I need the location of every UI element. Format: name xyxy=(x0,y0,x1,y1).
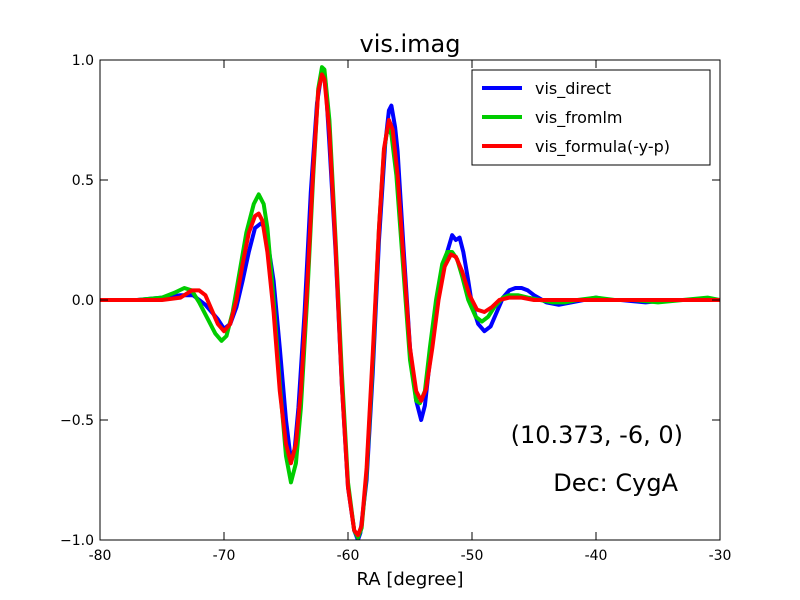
x-tick-label: -70 xyxy=(213,548,236,564)
series-line-2 xyxy=(100,72,720,538)
y-tick-label: −0.5 xyxy=(60,413,94,429)
y-tick-label: −1.0 xyxy=(60,533,94,549)
legend-label-2: vis_formula(-y-p) xyxy=(535,137,670,157)
legend-label-1: vis_fromlm xyxy=(535,108,623,128)
annotation-coordinates: (10.373, -6, 0) xyxy=(511,421,683,449)
x-tick-label: -30 xyxy=(709,548,732,564)
x-tick-label: -40 xyxy=(585,548,608,564)
y-tick-label: 0.5 xyxy=(72,173,94,189)
x-tick-label: -50 xyxy=(461,548,484,564)
annotation-dec: Dec: CygA xyxy=(553,469,678,497)
x-axis-label: RA [degree] xyxy=(357,569,464,590)
tick-layer: -80 -70 -60 -50 -40 -30 −1.0 −0.5 0.0 0.5 1.0 xyxy=(60,53,731,564)
chart-title: vis.imag xyxy=(360,30,461,58)
x-tick-label: -80 xyxy=(89,548,112,564)
annotations: (10.373, -6, 0) Dec: CygA xyxy=(511,421,683,497)
y-tick-label: 0.0 xyxy=(72,293,94,309)
legend-label-0: vis_direct xyxy=(535,79,611,99)
x-tick-label: -60 xyxy=(337,548,360,564)
legend: vis_direct vis_fromlm vis_formula(-y-p) xyxy=(471,69,711,166)
y-tick-label: 1.0 xyxy=(72,53,94,69)
series-layer xyxy=(100,65,720,540)
